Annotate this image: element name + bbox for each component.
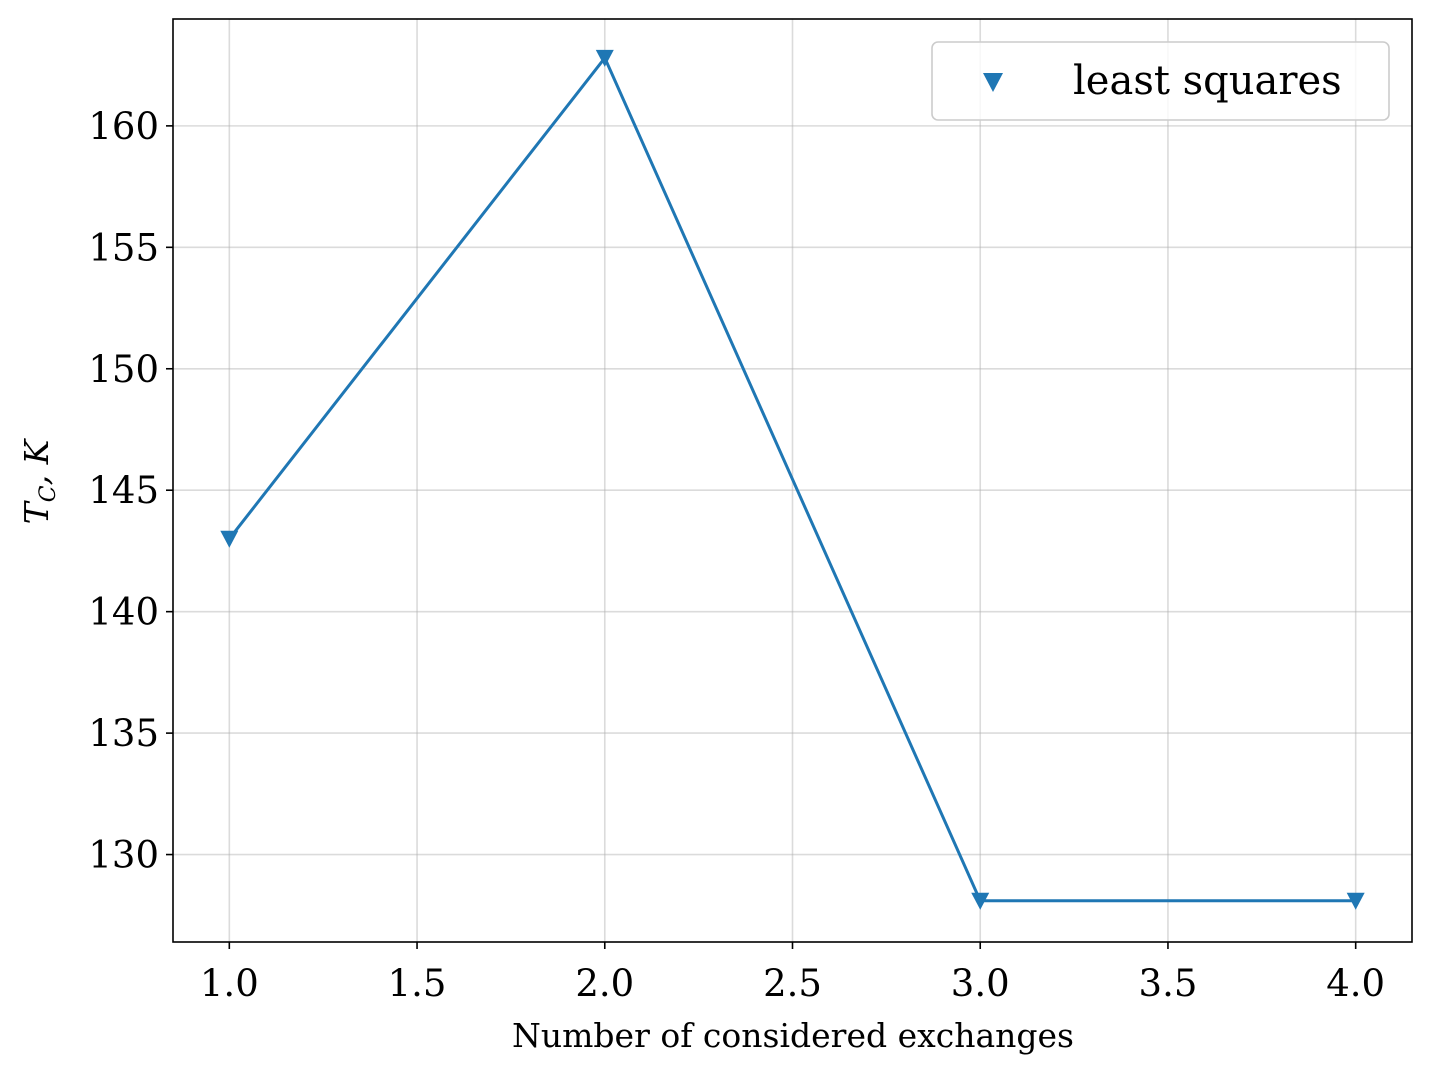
series-line — [228, 56, 1356, 903]
grid — [173, 19, 1412, 942]
data-point-marker — [1346, 892, 1365, 910]
series-layer — [220, 49, 1365, 910]
x-tick-label: 1.0 — [200, 962, 259, 1005]
x-tick-label: 3.5 — [1139, 962, 1198, 1005]
x-axis-label: Number of considered exchanges — [512, 1016, 1074, 1055]
data-point-marker — [595, 49, 614, 67]
data-point-marker — [220, 530, 239, 548]
svg-text:TC, K: TC, K — [17, 437, 61, 524]
y-tick-label: 135 — [88, 712, 159, 755]
y-tick-label: 140 — [88, 591, 159, 634]
x-tick-label: 1.5 — [388, 962, 447, 1005]
y-ticks: 130 135 140 145 150 155 160 — [88, 105, 173, 877]
legend: least squares — [931, 41, 1390, 121]
y-tick-label: 145 — [88, 469, 159, 512]
x-ticks: 1.0 1.5 2.0 2.5 3.0 3.5 4.0 — [200, 942, 1385, 1005]
y-axis-label-subscript: C — [36, 485, 61, 502]
x-tick-label: 2.5 — [763, 962, 822, 1005]
y-axis-label-tail: , K — [17, 437, 56, 485]
y-tick-label: 155 — [88, 226, 159, 269]
legend-marker-triangle-down-icon — [983, 73, 1003, 92]
y-axis-label: TC, K — [17, 437, 61, 524]
data-point-marker — [971, 892, 990, 910]
legend-label: least squares — [1073, 58, 1342, 104]
x-tick-label: 2.0 — [575, 962, 634, 1005]
y-tick-label: 150 — [88, 348, 159, 391]
x-tick-label: 3.0 — [951, 962, 1010, 1005]
y-tick-label: 160 — [88, 105, 159, 148]
legend-box — [931, 41, 1390, 121]
x-tick-label: 4.0 — [1326, 962, 1385, 1005]
y-tick-label: 130 — [88, 834, 159, 877]
y-axis-label-main: T — [17, 499, 56, 524]
